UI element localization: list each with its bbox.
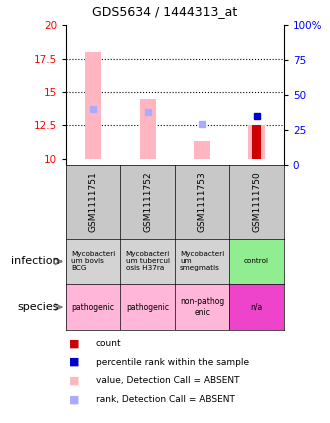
Text: rank, Detection Call = ABSENT: rank, Detection Call = ABSENT — [96, 395, 235, 404]
Text: pathogenic: pathogenic — [72, 302, 115, 312]
Text: infection: infection — [11, 256, 59, 266]
Bar — [175, 284, 229, 330]
Text: count: count — [96, 339, 121, 348]
Text: n/a: n/a — [250, 302, 263, 312]
Text: pathogenic: pathogenic — [126, 302, 169, 312]
Text: GSM1111753: GSM1111753 — [198, 172, 207, 232]
Bar — [85, 52, 101, 159]
Text: Mycobacteri
um tubercul
osis H37ra: Mycobacteri um tubercul osis H37ra — [125, 251, 170, 272]
Bar — [120, 284, 175, 330]
Text: non-pathog
enic: non-pathog enic — [180, 297, 224, 317]
Bar — [66, 165, 120, 239]
Text: ■: ■ — [69, 394, 80, 404]
Bar — [120, 239, 175, 284]
Text: Mycobacteri
um
smegmatis: Mycobacteri um smegmatis — [180, 251, 224, 272]
Text: value, Detection Call = ABSENT: value, Detection Call = ABSENT — [96, 376, 239, 385]
Text: Mycobacteri
um bovis
BCG: Mycobacteri um bovis BCG — [71, 251, 116, 272]
Text: GSM1111750: GSM1111750 — [252, 172, 261, 232]
Bar — [175, 165, 229, 239]
Bar — [229, 239, 284, 284]
Bar — [120, 165, 175, 239]
Text: GSM1111751: GSM1111751 — [89, 172, 98, 232]
Bar — [140, 99, 156, 159]
Bar — [194, 141, 210, 159]
Bar — [229, 165, 284, 239]
Bar — [66, 239, 120, 284]
Text: ■: ■ — [69, 376, 80, 386]
Text: species: species — [18, 302, 59, 312]
Text: control: control — [244, 258, 269, 264]
Text: ■: ■ — [69, 338, 80, 349]
Bar — [252, 126, 261, 159]
Text: percentile rank within the sample: percentile rank within the sample — [96, 357, 249, 367]
Bar — [248, 126, 265, 159]
Bar — [66, 284, 120, 330]
Bar — [229, 284, 284, 330]
Text: GSM1111752: GSM1111752 — [143, 172, 152, 232]
Text: ■: ■ — [69, 357, 80, 367]
Text: GDS5634 / 1444313_at: GDS5634 / 1444313_at — [92, 5, 238, 18]
Bar — [175, 239, 229, 284]
